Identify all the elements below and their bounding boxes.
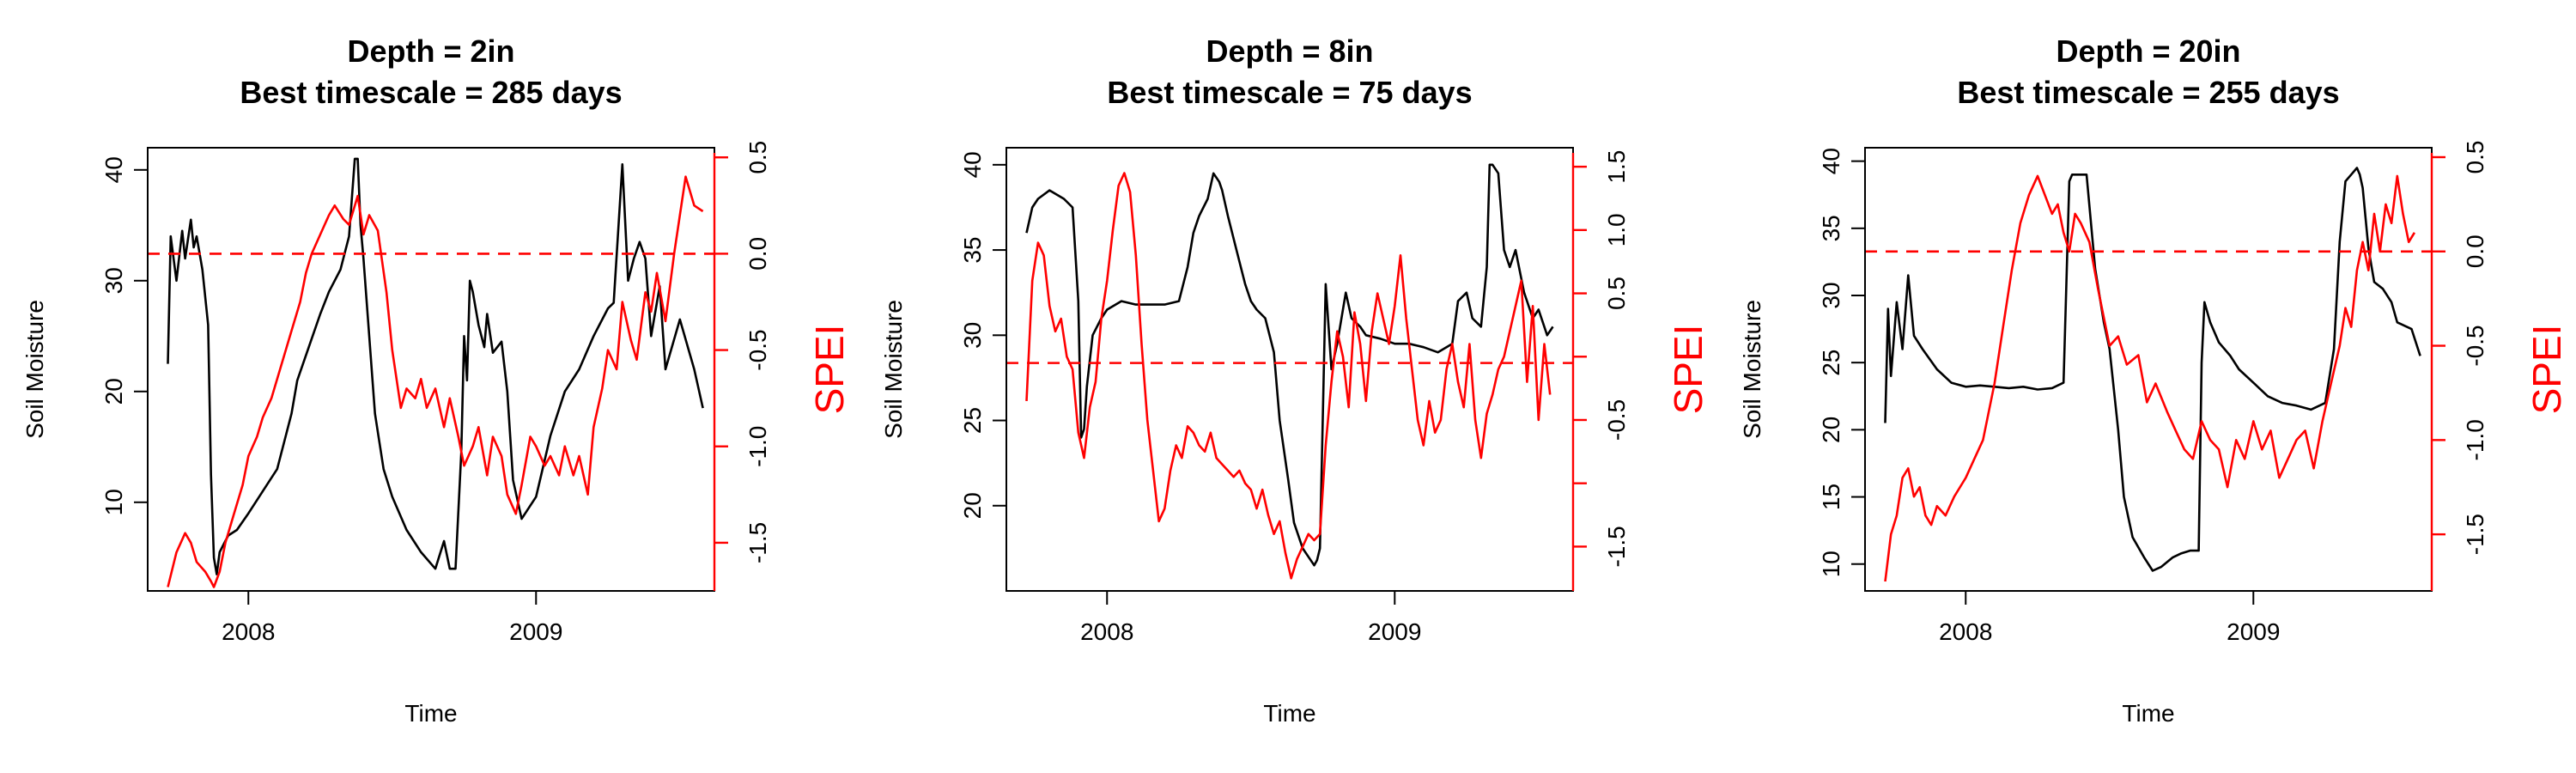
- spei-tick-label: -1.0: [2462, 419, 2488, 460]
- x-tick-label: 2009: [2227, 618, 2280, 645]
- y-tick-label: 10: [100, 489, 127, 515]
- spei-axis-title: SPEI: [1666, 325, 1710, 415]
- plot-frame: [147, 147, 715, 592]
- spei-tick-label: 1.5: [1603, 150, 1630, 184]
- x-axis-title: Time: [404, 700, 457, 727]
- y-tick-label: 35: [959, 236, 986, 263]
- x-axis-title: Time: [2122, 700, 2174, 727]
- y-tick-label: 20: [959, 492, 986, 519]
- panel-1: Depth = 2in Best timescale = 285 days 2008…: [21, 33, 852, 727]
- y-tick-label: 25: [959, 407, 986, 434]
- y-tick-label: 30: [100, 267, 127, 294]
- spei-tick-label: -1.0: [744, 426, 771, 467]
- y-tick-label: 40: [1818, 148, 1844, 174]
- y-axis-title: Soil Moisture: [1739, 300, 1765, 439]
- chart-subtitle: Best timescale = 255 days: [1957, 75, 2339, 110]
- x-tick-label: 2008: [1939, 618, 1992, 645]
- plot-frame: [1864, 147, 2433, 592]
- chart-subtitle: Best timescale = 285 days: [240, 75, 622, 110]
- chart-subtitle: Best timescale = 75 days: [1107, 75, 1472, 110]
- soil-moisture-series-line: [167, 157, 704, 575]
- y-tick-label: 40: [100, 156, 127, 183]
- spei-tick-label: 0.5: [2462, 141, 2488, 174]
- chart-title: Depth = 2in: [347, 33, 514, 69]
- y-tick-label: 20: [1818, 417, 1844, 443]
- x-tick-label: 2009: [1368, 618, 1421, 645]
- spei-axis-title: SPEI: [807, 325, 852, 415]
- y-tick-label: 25: [1818, 350, 1844, 376]
- y-axis-title: Soil Moisture: [21, 300, 48, 439]
- x-tick-label: 2009: [509, 618, 562, 645]
- spei-tick-label: 0.0: [744, 237, 771, 271]
- spei-tick-label: -0.5: [1603, 399, 1630, 441]
- spei-series-line: [1025, 172, 1552, 580]
- spei-tick-label: 0.0: [2462, 234, 2488, 268]
- spei-tick-label: 0.5: [1603, 277, 1630, 310]
- spei-tick-label: 1.0: [1603, 213, 1630, 247]
- spei-tick-label: -0.5: [2462, 325, 2488, 366]
- chart-title: Depth = 20in: [2056, 33, 2240, 69]
- spei-tick-label: -1.5: [2462, 514, 2488, 555]
- spei-series-line: [167, 175, 704, 588]
- soil-moisture-series-line: [1884, 167, 2421, 572]
- chart-title: Depth = 8in: [1206, 33, 1373, 69]
- x-tick-label: 2008: [222, 618, 275, 645]
- panel-2: Depth = 8in Best timescale = 75 days 2008 2…: [880, 33, 1710, 727]
- spei-tick-label: -0.5: [744, 329, 771, 370]
- x-tick-label: 2008: [1080, 618, 1133, 645]
- y-axis-title: Soil Moisture: [880, 300, 907, 439]
- spei-tick-label: -1.5: [744, 522, 771, 563]
- spei-axis-title: SPEI: [2524, 325, 2569, 415]
- spei-tick-label: 0.5: [744, 141, 771, 174]
- spei-tick-label: -1.5: [1603, 526, 1630, 567]
- y-tick-label: 10: [1818, 551, 1844, 577]
- y-tick-label: 20: [100, 378, 127, 405]
- x-axis-title: Time: [1263, 700, 1315, 727]
- spei-series-line: [1884, 174, 2416, 582]
- y-tick-label: 40: [959, 151, 986, 178]
- y-tick-label: 15: [1818, 484, 1844, 510]
- y-tick-label: 30: [1818, 282, 1844, 308]
- soil-moisture-series-line: [1025, 163, 1554, 567]
- y-tick-label: 30: [959, 322, 986, 349]
- y-tick-label: 35: [1818, 215, 1844, 241]
